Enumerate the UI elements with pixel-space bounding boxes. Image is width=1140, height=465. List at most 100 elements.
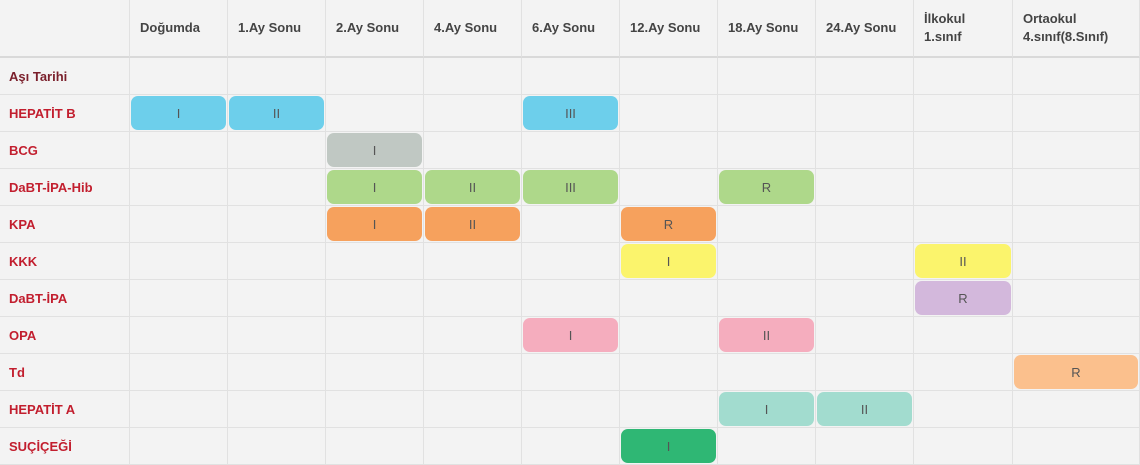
schedule-cell [914,391,1013,428]
schedule-cell [620,280,718,317]
schedule-cell: I [522,317,620,354]
schedule-cell [424,243,522,280]
schedule-cell [424,280,522,317]
schedule-cell [424,95,522,132]
dose-badge: I [327,207,422,241]
schedule-cell [620,95,718,132]
row-label: KKK [0,243,130,280]
schedule-cell: I [326,132,424,169]
schedule-cell [816,243,914,280]
schedule-cell: R [718,169,816,206]
dose-badge: I [719,392,814,426]
schedule-cell [130,280,228,317]
schedule-cell [620,132,718,169]
dose-badge: I [327,170,422,204]
schedule-cell [424,354,522,391]
schedule-cell [228,58,326,95]
schedule-cell: I [130,95,228,132]
schedule-cell [424,428,522,465]
schedule-cell [130,169,228,206]
schedule-cell: I [620,428,718,465]
schedule-cell [718,243,816,280]
schedule-cell [1013,169,1140,206]
schedule-cell [326,95,424,132]
schedule-cell [228,317,326,354]
schedule-cell [326,317,424,354]
schedule-cell [130,132,228,169]
column-header: 1.Ay Sonu [228,0,326,58]
schedule-cell [228,243,326,280]
schedule-cell [228,169,326,206]
dose-badge: I [523,318,618,352]
schedule-cell [130,428,228,465]
schedule-cell [424,132,522,169]
schedule-cell [326,243,424,280]
schedule-cell: II [816,391,914,428]
dose-badge: II [719,318,814,352]
schedule-cell: I [326,206,424,243]
row-label: HEPATİT A [0,391,130,428]
schedule-cell [326,280,424,317]
schedule-cell: II [718,317,816,354]
schedule-cell: R [914,280,1013,317]
dose-badge: I [131,96,226,130]
schedule-cell [326,428,424,465]
schedule-cell [718,354,816,391]
column-header: 24.Ay Sonu [816,0,914,58]
schedule-cell [816,317,914,354]
dose-badge: R [1014,355,1138,389]
schedule-cell [326,58,424,95]
row-label: BCG [0,132,130,169]
schedule-cell [1013,95,1140,132]
schedule-cell [424,58,522,95]
column-header: 2.Ay Sonu [326,0,424,58]
schedule-cell [522,354,620,391]
dose-badge: R [915,281,1011,315]
schedule-cell [1013,206,1140,243]
schedule-cell [326,391,424,428]
row-label: KPA [0,206,130,243]
schedule-cell [816,132,914,169]
schedule-cell [228,280,326,317]
schedule-cell: III [522,169,620,206]
dose-badge: II [425,207,520,241]
schedule-cell [816,169,914,206]
dose-badge: R [719,170,814,204]
schedule-cell [914,206,1013,243]
schedule-cell [914,428,1013,465]
schedule-cell [816,58,914,95]
column-header: 6.Ay Sonu [522,0,620,58]
row-label: SUÇİÇEĞİ [0,428,130,465]
schedule-cell [1013,391,1140,428]
schedule-cell [522,206,620,243]
schedule-cell [130,391,228,428]
column-header: İlkokul 1.sınıf [914,0,1013,58]
schedule-cell [816,354,914,391]
schedule-cell [718,206,816,243]
row-label: HEPATİT B [0,95,130,132]
schedule-cell [1013,428,1140,465]
dose-badge: II [817,392,912,426]
dose-badge: II [229,96,324,130]
schedule-cell [816,206,914,243]
schedule-cell: III [522,95,620,132]
schedule-cell [1013,243,1140,280]
schedule-cell [424,391,522,428]
schedule-cell [914,58,1013,95]
schedule-cell: R [620,206,718,243]
schedule-cell [620,317,718,354]
schedule-cell [718,95,816,132]
dose-badge: I [621,244,716,278]
schedule-cell [1013,58,1140,95]
schedule-cell [130,317,228,354]
column-header: 12.Ay Sonu [620,0,718,58]
dose-badge: II [915,244,1011,278]
schedule-cell [522,428,620,465]
schedule-cell [130,354,228,391]
schedule-cell [522,280,620,317]
schedule-cell [620,58,718,95]
header-corner [0,0,130,58]
schedule-cell [620,354,718,391]
schedule-cell [228,354,326,391]
schedule-cell [522,243,620,280]
